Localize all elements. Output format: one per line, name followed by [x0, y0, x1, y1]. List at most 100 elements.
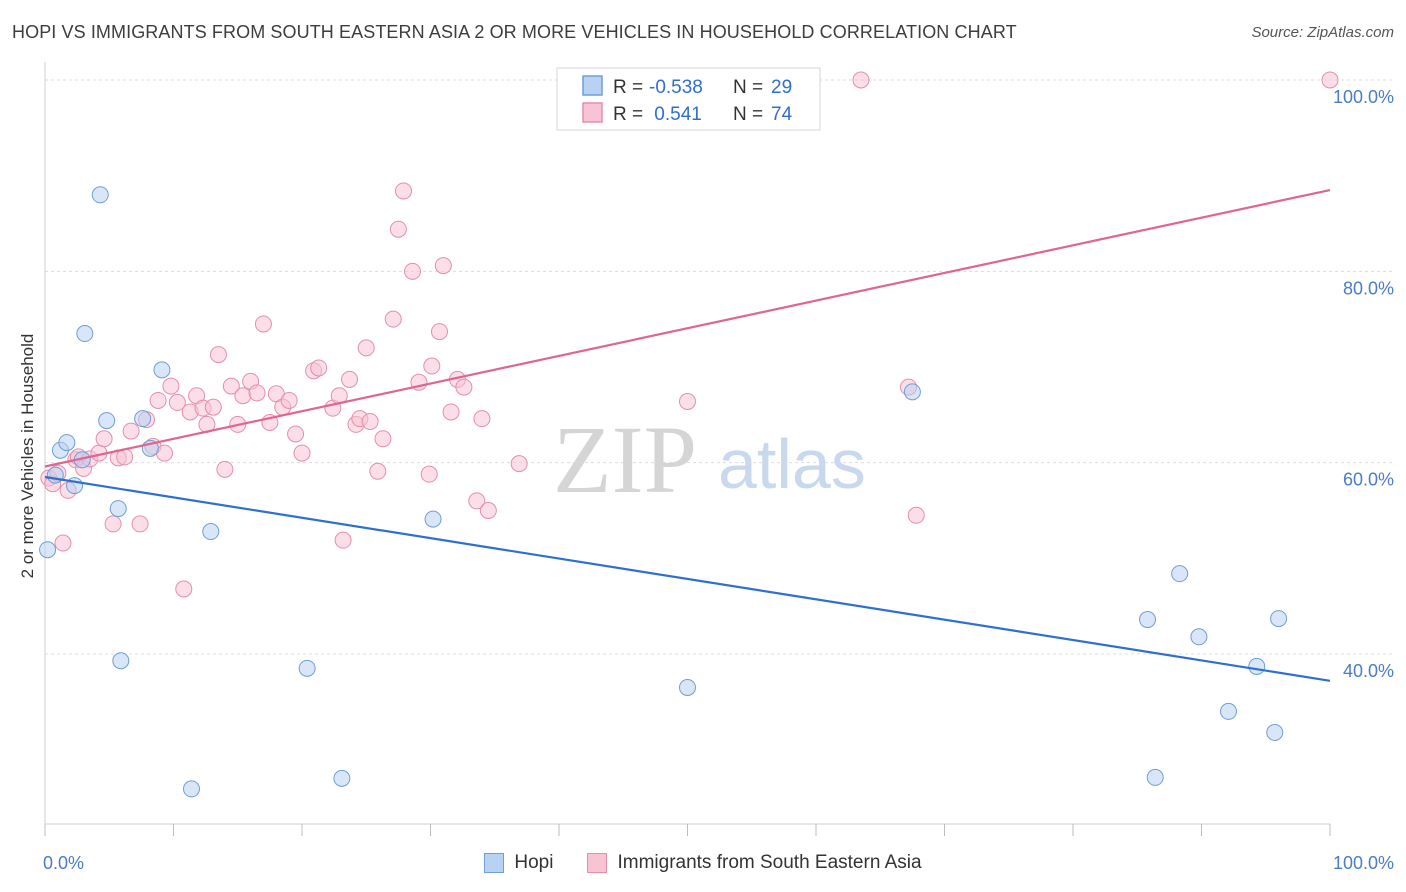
sea-point	[404, 262, 422, 280]
sea-point	[374, 430, 392, 448]
hopi-point	[76, 325, 94, 343]
series-legend: Hopi Immigrants from South Eastern Asia	[0, 852, 1406, 874]
sea-point	[54, 534, 72, 552]
hopi-point	[46, 466, 64, 484]
legend-r-label-sea: R =	[613, 104, 643, 125]
axes	[44, 62, 1331, 836]
sea-point	[204, 398, 222, 416]
sea-point	[310, 359, 328, 377]
hopi-points	[39, 186, 1288, 798]
sea-point	[149, 391, 167, 409]
sea-point	[384, 310, 402, 328]
sea-point	[468, 492, 486, 510]
hopi-point	[679, 678, 696, 696]
sea-point	[254, 315, 272, 333]
sea-point	[361, 413, 379, 431]
legend-r-value-sea: 0.541	[649, 104, 702, 125]
hopi-point	[134, 410, 152, 428]
sea-point	[175, 580, 193, 598]
hopi-point	[424, 510, 442, 528]
sea-points	[40, 71, 1339, 598]
sea-point	[852, 71, 870, 89]
sea-point	[280, 391, 298, 409]
hopi-point	[1266, 723, 1284, 741]
sea-point	[209, 346, 227, 364]
sea-point	[248, 384, 266, 402]
sea-point	[293, 444, 311, 462]
legend-swatch-hopi-bottom	[484, 853, 505, 873]
hopi-point	[1146, 768, 1164, 786]
legend-n-label-sea: N =	[733, 104, 763, 125]
y-tick-labels: 40.0% 60.0% 80.0% 100.0%	[1333, 87, 1394, 681]
y-tick-label: 60.0%	[1343, 470, 1394, 490]
sea-point	[95, 430, 113, 448]
legend-item-sea: Immigrants from South Eastern Asia	[587, 852, 922, 874]
legend-n-value-sea: 74	[771, 104, 793, 125]
sea-point	[430, 323, 448, 341]
y-tick-label: 80.0%	[1343, 278, 1394, 298]
x-tick-label-min: 0.0%	[43, 853, 84, 873]
legend-n-label-hopi: N =	[733, 77, 763, 98]
chart-title: HOPI VS IMMIGRANTS FROM SOUTH EASTERN AS…	[12, 22, 1017, 42]
sea-point	[122, 422, 140, 440]
grid-lines	[45, 79, 1394, 655]
hopi-point	[98, 412, 116, 430]
hopi-point	[333, 769, 351, 787]
sea-point	[434, 257, 452, 275]
sea-point	[341, 370, 359, 388]
hopi-point	[1248, 657, 1266, 675]
sea-point	[234, 387, 252, 405]
watermark-atlas: atlas	[718, 425, 866, 503]
legend-swatch-sea-bottom	[587, 853, 608, 873]
sea-point	[156, 444, 174, 462]
legend-r-label-hopi: R =	[613, 77, 643, 98]
sea-point	[216, 460, 234, 478]
sea-point	[389, 220, 407, 238]
hopi-point	[182, 780, 200, 798]
chart-source: Source: ZipAtlas.com	[1251, 24, 1394, 41]
hopi-point	[91, 186, 109, 204]
sea-point	[168, 393, 186, 411]
legend-label-sea: Immigrants from South Eastern Asia	[617, 852, 922, 873]
sea-point	[473, 410, 491, 428]
hopi-trend-line	[44, 475, 1331, 682]
watermark-zip: ZIP	[553, 406, 697, 513]
legend-swatch-hopi	[582, 75, 603, 96]
hopi-point	[298, 659, 316, 677]
hopi-point	[1270, 610, 1288, 628]
sea-point	[479, 502, 497, 519]
sea-point	[104, 515, 122, 533]
sea-point	[420, 465, 438, 483]
hopi-point	[1190, 628, 1208, 646]
sea-point	[287, 425, 305, 443]
sea-point	[1321, 71, 1339, 89]
sea-point	[907, 506, 925, 524]
sea-point	[510, 455, 528, 473]
trend-lines	[44, 188, 1331, 682]
hopi-point	[903, 383, 921, 401]
legend-swatch-sea	[582, 102, 603, 123]
hopi-point	[1139, 611, 1157, 629]
legend-item-hopi: Hopi	[484, 852, 553, 874]
sea-point	[162, 377, 180, 395]
legend-n-value-hopi: 29	[771, 77, 792, 98]
y-tick-label: 100.0%	[1333, 87, 1394, 107]
legend-r-value-hopi: -0.538	[649, 77, 703, 98]
sea-point	[423, 357, 441, 375]
hopi-point	[1171, 565, 1189, 583]
sea-point	[395, 182, 413, 200]
sea-point	[222, 377, 240, 395]
legend-label-hopi: Hopi	[514, 852, 554, 873]
sea-point	[369, 462, 387, 480]
hopi-point	[153, 361, 171, 379]
hopi-point	[58, 434, 76, 452]
sea-point	[455, 378, 473, 396]
sea-point	[679, 392, 696, 410]
hopi-point	[109, 500, 127, 518]
hopi-point	[1219, 702, 1237, 720]
hopi-point	[39, 541, 57, 559]
sea-point	[334, 531, 352, 549]
sea-trend-line	[44, 188, 1331, 468]
sea-point	[357, 339, 375, 357]
